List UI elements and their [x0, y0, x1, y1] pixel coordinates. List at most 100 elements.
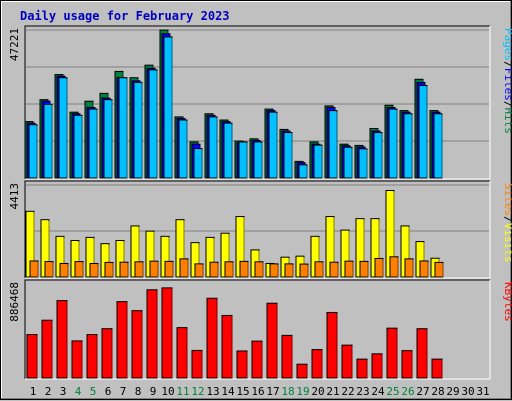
bar-sites-day-7	[119, 261, 129, 278]
bar-kbytes-day-25	[386, 327, 398, 379]
bar-kbytes-day-7	[116, 301, 128, 379]
bar-pages-day-17	[268, 111, 278, 179]
bar-sites-day-11	[179, 258, 189, 278]
x-label-day-11: 11	[176, 385, 189, 398]
x-label-day-20: 20	[311, 385, 324, 398]
x-label-day-14: 14	[221, 385, 235, 398]
bar-pages-day-23	[358, 148, 368, 179]
bar-kbytes-day-4	[71, 340, 83, 379]
bar-kbytes-day-10	[161, 287, 173, 379]
chart-title: Daily usage for February 2023	[20, 9, 230, 23]
bar-pages-day-12	[193, 148, 203, 179]
bar-sites-day-15	[239, 260, 249, 278]
bar-sites-day-20	[314, 261, 324, 278]
x-label-day-13: 13	[206, 385, 219, 398]
legend-item: Hits	[502, 108, 512, 135]
bar-pages-day-27	[418, 85, 428, 179]
bar-pages-day-2	[43, 103, 53, 179]
bar-kbytes-day-23	[356, 358, 368, 379]
bar-pages-day-21	[328, 110, 338, 179]
x-label-day-26: 26	[401, 385, 414, 398]
bar-kbytes-day-14	[221, 314, 233, 379]
bar-sites-day-3	[59, 262, 69, 278]
x-label-day-1: 1	[30, 385, 37, 398]
bar-kbytes-day-21	[326, 311, 338, 379]
bar-sites-day-24	[374, 257, 384, 278]
x-label-day-15: 15	[236, 385, 249, 398]
bar-pages-day-10	[163, 36, 173, 179]
bar-pages-day-7	[118, 77, 128, 179]
bar-sites-day-13	[209, 261, 219, 278]
bar-sites-day-22	[344, 260, 354, 278]
bar-pages-day-28	[433, 113, 443, 179]
legend-bottom: KBytes	[502, 282, 512, 322]
bars-bottom	[26, 287, 443, 379]
bar-pages-day-25	[388, 108, 398, 179]
plot-border-dark	[24, 279, 490, 379]
plot-border-dark	[24, 180, 490, 278]
bar-sites-day-27	[419, 260, 429, 278]
bar-pages-day-18	[283, 132, 293, 179]
x-label-day-23: 23	[356, 385, 369, 398]
legend-item: Pages	[502, 28, 512, 61]
bar-kbytes-day-6	[101, 328, 113, 379]
legend-item: /	[502, 216, 512, 223]
bar-kbytes-day-13	[206, 297, 218, 379]
bar-kbytes-day-9	[146, 289, 158, 379]
x-label-day-31: 31	[476, 385, 489, 398]
legend-item: Sites	[502, 183, 512, 216]
x-axis-labels: 1 2 3 4 5 6 7 8 9 10 11 12 13 14 15 16 17 18 19 20 21 22 23 24 2…	[30, 385, 490, 398]
x-label-day-5: 5	[90, 385, 97, 398]
bar-sites-day-25	[389, 256, 399, 278]
x-label-day-2: 2	[45, 385, 52, 398]
y-max-label-bottom: 886468	[8, 282, 21, 322]
bar-sites-day-19	[299, 263, 309, 278]
chart-panels: 47221Pages/Files/Hits4413Sites/Visits886…	[8, 25, 512, 380]
legend-top: Pages/Files/Hits	[502, 28, 512, 134]
plot-border-light	[25, 280, 491, 380]
bar-pages-day-13	[208, 116, 218, 179]
bar-sites-day-12	[194, 263, 204, 278]
x-label-day-25: 25	[386, 385, 399, 398]
bar-kbytes-day-5	[86, 334, 98, 379]
legend-item: Files	[502, 68, 512, 101]
bar-sites-day-8	[134, 261, 144, 278]
bar-kbytes-day-27	[416, 328, 428, 379]
panel-middle: 4413 Sites/Visits	[8, 180, 512, 279]
x-label-day-29: 29	[446, 385, 459, 398]
x-label-day-12: 12	[191, 385, 204, 398]
bar-pages-day-4	[73, 114, 83, 179]
bar-kbytes-day-11	[176, 327, 188, 379]
x-label-day-16: 16	[251, 385, 264, 398]
x-label-day-10: 10	[161, 385, 174, 398]
bar-pages-day-11	[178, 119, 188, 179]
x-label-day-4: 4	[75, 385, 82, 398]
bar-pages-day-19	[298, 164, 308, 179]
bar-kbytes-day-24	[371, 353, 383, 379]
bar-sites-day-10	[164, 260, 174, 278]
bar-sites-day-21	[329, 261, 339, 278]
bar-pages-day-5	[88, 108, 98, 179]
bar-pages-day-9	[148, 69, 158, 179]
bar-pages-day-22	[343, 146, 353, 179]
bars-top	[24, 29, 443, 179]
bar-sites-day-4	[74, 261, 84, 278]
plot-border-light	[25, 26, 491, 180]
bar-kbytes-day-15	[236, 350, 248, 379]
bar-sites-day-17	[269, 263, 279, 278]
bar-pages-day-6	[103, 99, 113, 179]
x-label-day-28: 28	[431, 385, 444, 398]
bar-sites-day-18	[284, 263, 294, 278]
bar-pages-day-16	[253, 141, 263, 179]
x-label-day-8: 8	[135, 385, 142, 398]
x-label-day-18: 18	[281, 385, 294, 398]
panel-bottom: 886468 KBytes	[8, 279, 512, 380]
bar-kbytes-day-2	[41, 319, 53, 379]
x-label-day-17: 17	[266, 385, 279, 398]
bar-kbytes-day-26	[401, 350, 413, 379]
bar-kbytes-day-12	[191, 349, 203, 379]
y-max-label-middle: 4413	[8, 183, 21, 210]
